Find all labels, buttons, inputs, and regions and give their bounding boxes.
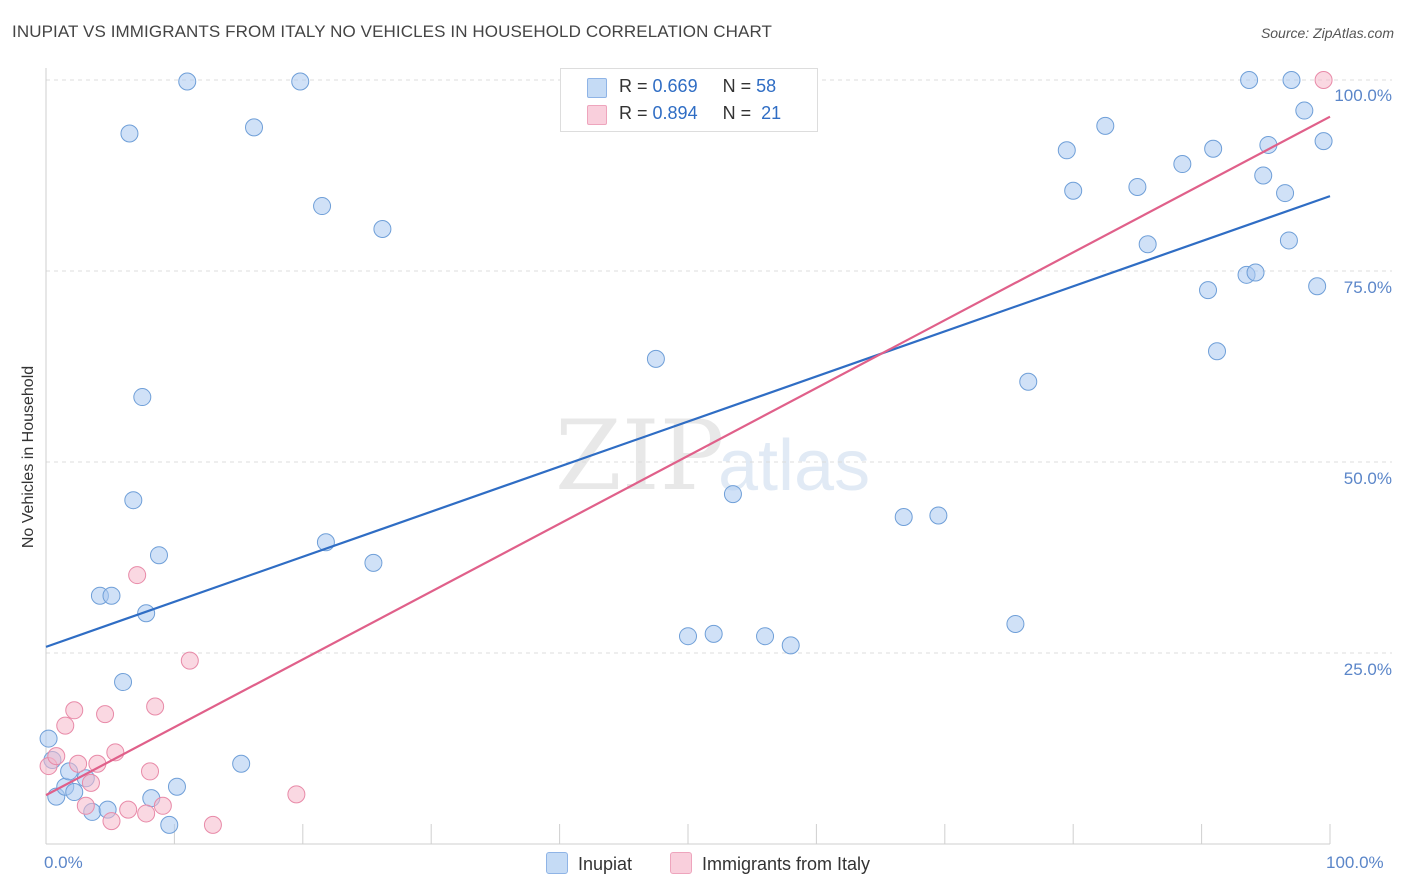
data-point [137,804,156,823]
data-point [1308,277,1327,296]
data-point [137,604,156,623]
data-point [1006,614,1025,633]
y-tick-label: 25.0% [1343,660,1392,679]
data-point [149,546,168,565]
legend-label: Inupiat [578,854,633,874]
legend-r-value: 0.894 [652,103,698,123]
data-point [373,219,392,238]
legend-n-label: N = [722,103,752,123]
data-point [1057,141,1076,160]
data-point [1246,263,1265,282]
data-point [1138,235,1157,254]
data-point [1173,155,1192,174]
data-point [1019,372,1038,391]
data-point [124,491,143,510]
legend-swatch [587,78,607,98]
data-point [781,636,800,655]
y-tick-label: 50.0% [1343,469,1392,488]
data-point [1208,342,1227,361]
data-point [756,627,775,646]
data-point [180,651,199,670]
data-point [56,716,75,735]
data-point [167,777,186,796]
data-point [1282,71,1301,89]
data-point [81,773,100,792]
legend-r-value: 0.669 [652,76,698,96]
legend-swatch [587,105,607,125]
data-point [894,508,913,527]
legend-swatch [546,852,568,874]
data-point [679,627,697,646]
data-point [47,747,66,766]
bottom-legend-inupiat: Inupiat [546,852,632,875]
legend-swatch [670,852,692,874]
data-point [141,762,160,781]
data-point [1096,116,1115,135]
data-point [929,506,948,525]
data-point [1199,281,1218,300]
data-point [102,812,121,831]
data-point [119,800,138,819]
data-point [128,566,147,585]
data-point [203,815,222,834]
data-point [1064,181,1083,200]
x-tick-label: 0.0% [44,853,83,872]
data-point [160,815,179,834]
legend-label: Immigrants from Italy [702,854,871,874]
data-point [704,624,723,643]
data-point [114,673,133,692]
data-point [102,586,121,605]
x-tick-label: 100.0% [1326,853,1384,872]
y-tick-label: 100.0% [1334,86,1392,105]
data-point [723,485,742,504]
chart-title: INUPIAT VS IMMIGRANTS FROM ITALY NO VEHI… [12,22,773,41]
watermark-atlas: atlas [718,426,871,506]
data-point [146,697,165,716]
data-point [1254,166,1273,185]
legend-r-label: R = [619,76,648,96]
legend-n-value: 58 [756,76,777,96]
legend-r-label: R = [619,103,648,123]
data-point [65,783,84,802]
data-point [1314,71,1333,89]
data-point [1295,101,1314,120]
data-point [1276,184,1295,203]
data-point [1204,139,1223,158]
data-point [153,796,172,815]
data-point [287,785,306,804]
data-point [1279,231,1298,250]
source-label: Source: ZipAtlas.com [1260,25,1394,41]
y-axis-label: No Vehicles in Household [20,365,37,549]
data-point [291,72,310,91]
data-point [245,118,264,137]
legend-n-label: N = [722,76,752,96]
data-point [364,553,383,572]
y-tick-label: 75.0% [1343,278,1392,297]
data-point [76,796,95,815]
data-point [313,197,332,216]
trend-line [45,115,1331,797]
data-point [1314,132,1333,151]
data-point [232,754,251,773]
trend-line [45,195,1331,648]
data-point [69,754,88,773]
data-point [133,388,152,407]
data-point [96,705,115,724]
legend-n-value: 21 [761,103,782,123]
data-point [646,349,665,368]
legend: R = 0.669 N = 58 R = 0.894 N = 21 [560,68,818,132]
data-point [1240,71,1259,89]
data-point [39,729,58,748]
data-point [120,124,139,143]
data-point [1128,177,1147,196]
data-point [178,72,197,91]
data-point [65,701,84,720]
bottom-legend-italy: Immigrants from Italy [670,852,870,875]
